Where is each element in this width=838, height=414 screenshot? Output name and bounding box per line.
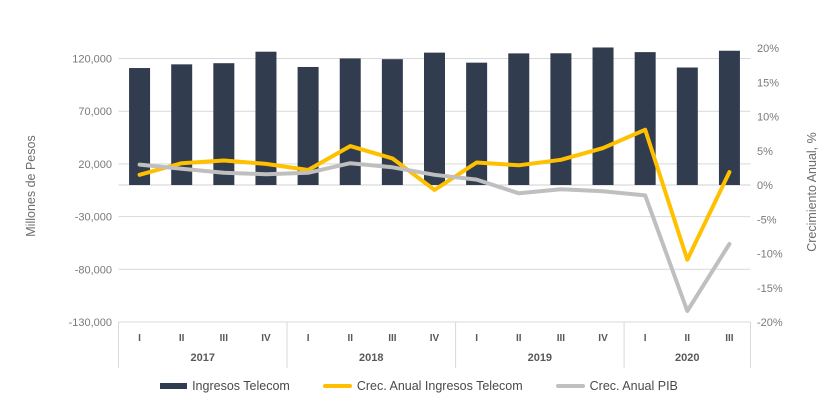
bar-2019-III [550,53,572,186]
bar-2017-I [129,68,151,186]
legend-label: Ingresos Telecom [192,379,290,393]
bar-2017-III [213,63,235,186]
bar-2018-II [339,58,361,186]
quarter-label: IV [430,333,440,344]
right-axis-tick-label: 10% [757,112,779,124]
left-axis-tick-label: -80,000 [75,264,112,276]
right-axis-tick-label: 5% [757,146,773,158]
quarter-label: II [685,333,691,344]
quarter-label: II [179,333,185,344]
legend-label: Crec. Anual Ingresos Telecom [356,379,523,393]
line-crec-ingresos [137,127,732,262]
bar-2018-IV [424,52,445,186]
bar-2020-III [718,50,740,186]
gray-line-swatch-icon [555,384,585,388]
quarter-label: II [516,333,522,344]
left-axis-tick-label: 20,000 [78,159,112,171]
quarter-label: IV [598,333,608,344]
legend-item-ingresos-telecom: Ingresos Telecom [160,379,290,393]
quarter-label: I [475,333,478,344]
year-label: 2019 [528,352,552,364]
year-label: 2018 [359,352,383,364]
right-axis-tick-label: 0% [757,180,773,192]
bar-2020-I [634,52,656,186]
left-axis-tick-label: 70,000 [78,106,112,118]
quarter-label: III [220,333,229,344]
bar-2018-III [381,59,403,186]
quarter-label: I [644,333,647,344]
right-axis-tick-label: 20% [757,43,779,55]
legend-item-crec-anual-ingresos: Crec. Anual Ingresos Telecom [322,379,523,393]
quarter-label: III [557,333,566,344]
quarter-label: II [347,333,353,344]
legend: Ingresos Telecom Crec. Anual Ingresos Te… [0,372,838,400]
bar-2018-I [297,66,319,186]
chart-plot-area: 120,000 70,000 20,000 -30,000 -80,000 -130,00… [69,43,783,368]
quarter-label: I [307,333,310,344]
right-axis-title: Crecimiento Anual, % [805,132,819,252]
year-label: 2020 [675,352,699,364]
quarter-label: III [725,333,734,344]
left-axis-tick-label: -130,000 [69,317,112,329]
right-axis-tick-label: -5% [757,214,777,226]
line-crec-pib [137,161,732,313]
right-axis-tick-label: -10% [757,249,783,261]
right-axis-tick-label: 15% [757,77,779,89]
bar-2019-I [466,62,488,186]
right-axis-tick-label: -20% [757,317,783,329]
bar-2017-IV [255,51,277,186]
quarter-label: I [138,333,141,344]
bar-2020-II [676,67,698,186]
bar-2019-II [508,53,530,186]
bar-2019-IV [592,47,614,186]
left-axis-title: Millones de Pesos [24,135,38,237]
right-axis-tick-label: -15% [757,283,783,295]
legend-item-crec-anual-pib: Crec. Anual PIB [555,379,678,393]
year-label: 2017 [191,352,215,364]
legend-label: Crec. Anual PIB [589,379,678,393]
bar-2017-II [171,64,193,186]
bar-series-swatch-icon [160,383,188,389]
left-axis-tick-label: -30,000 [75,212,112,224]
quarter-label: III [388,333,397,344]
quarter-label: IV [261,333,271,344]
left-axis-tick-label: 120,000 [72,54,112,66]
yellow-line-swatch-icon [322,384,352,388]
